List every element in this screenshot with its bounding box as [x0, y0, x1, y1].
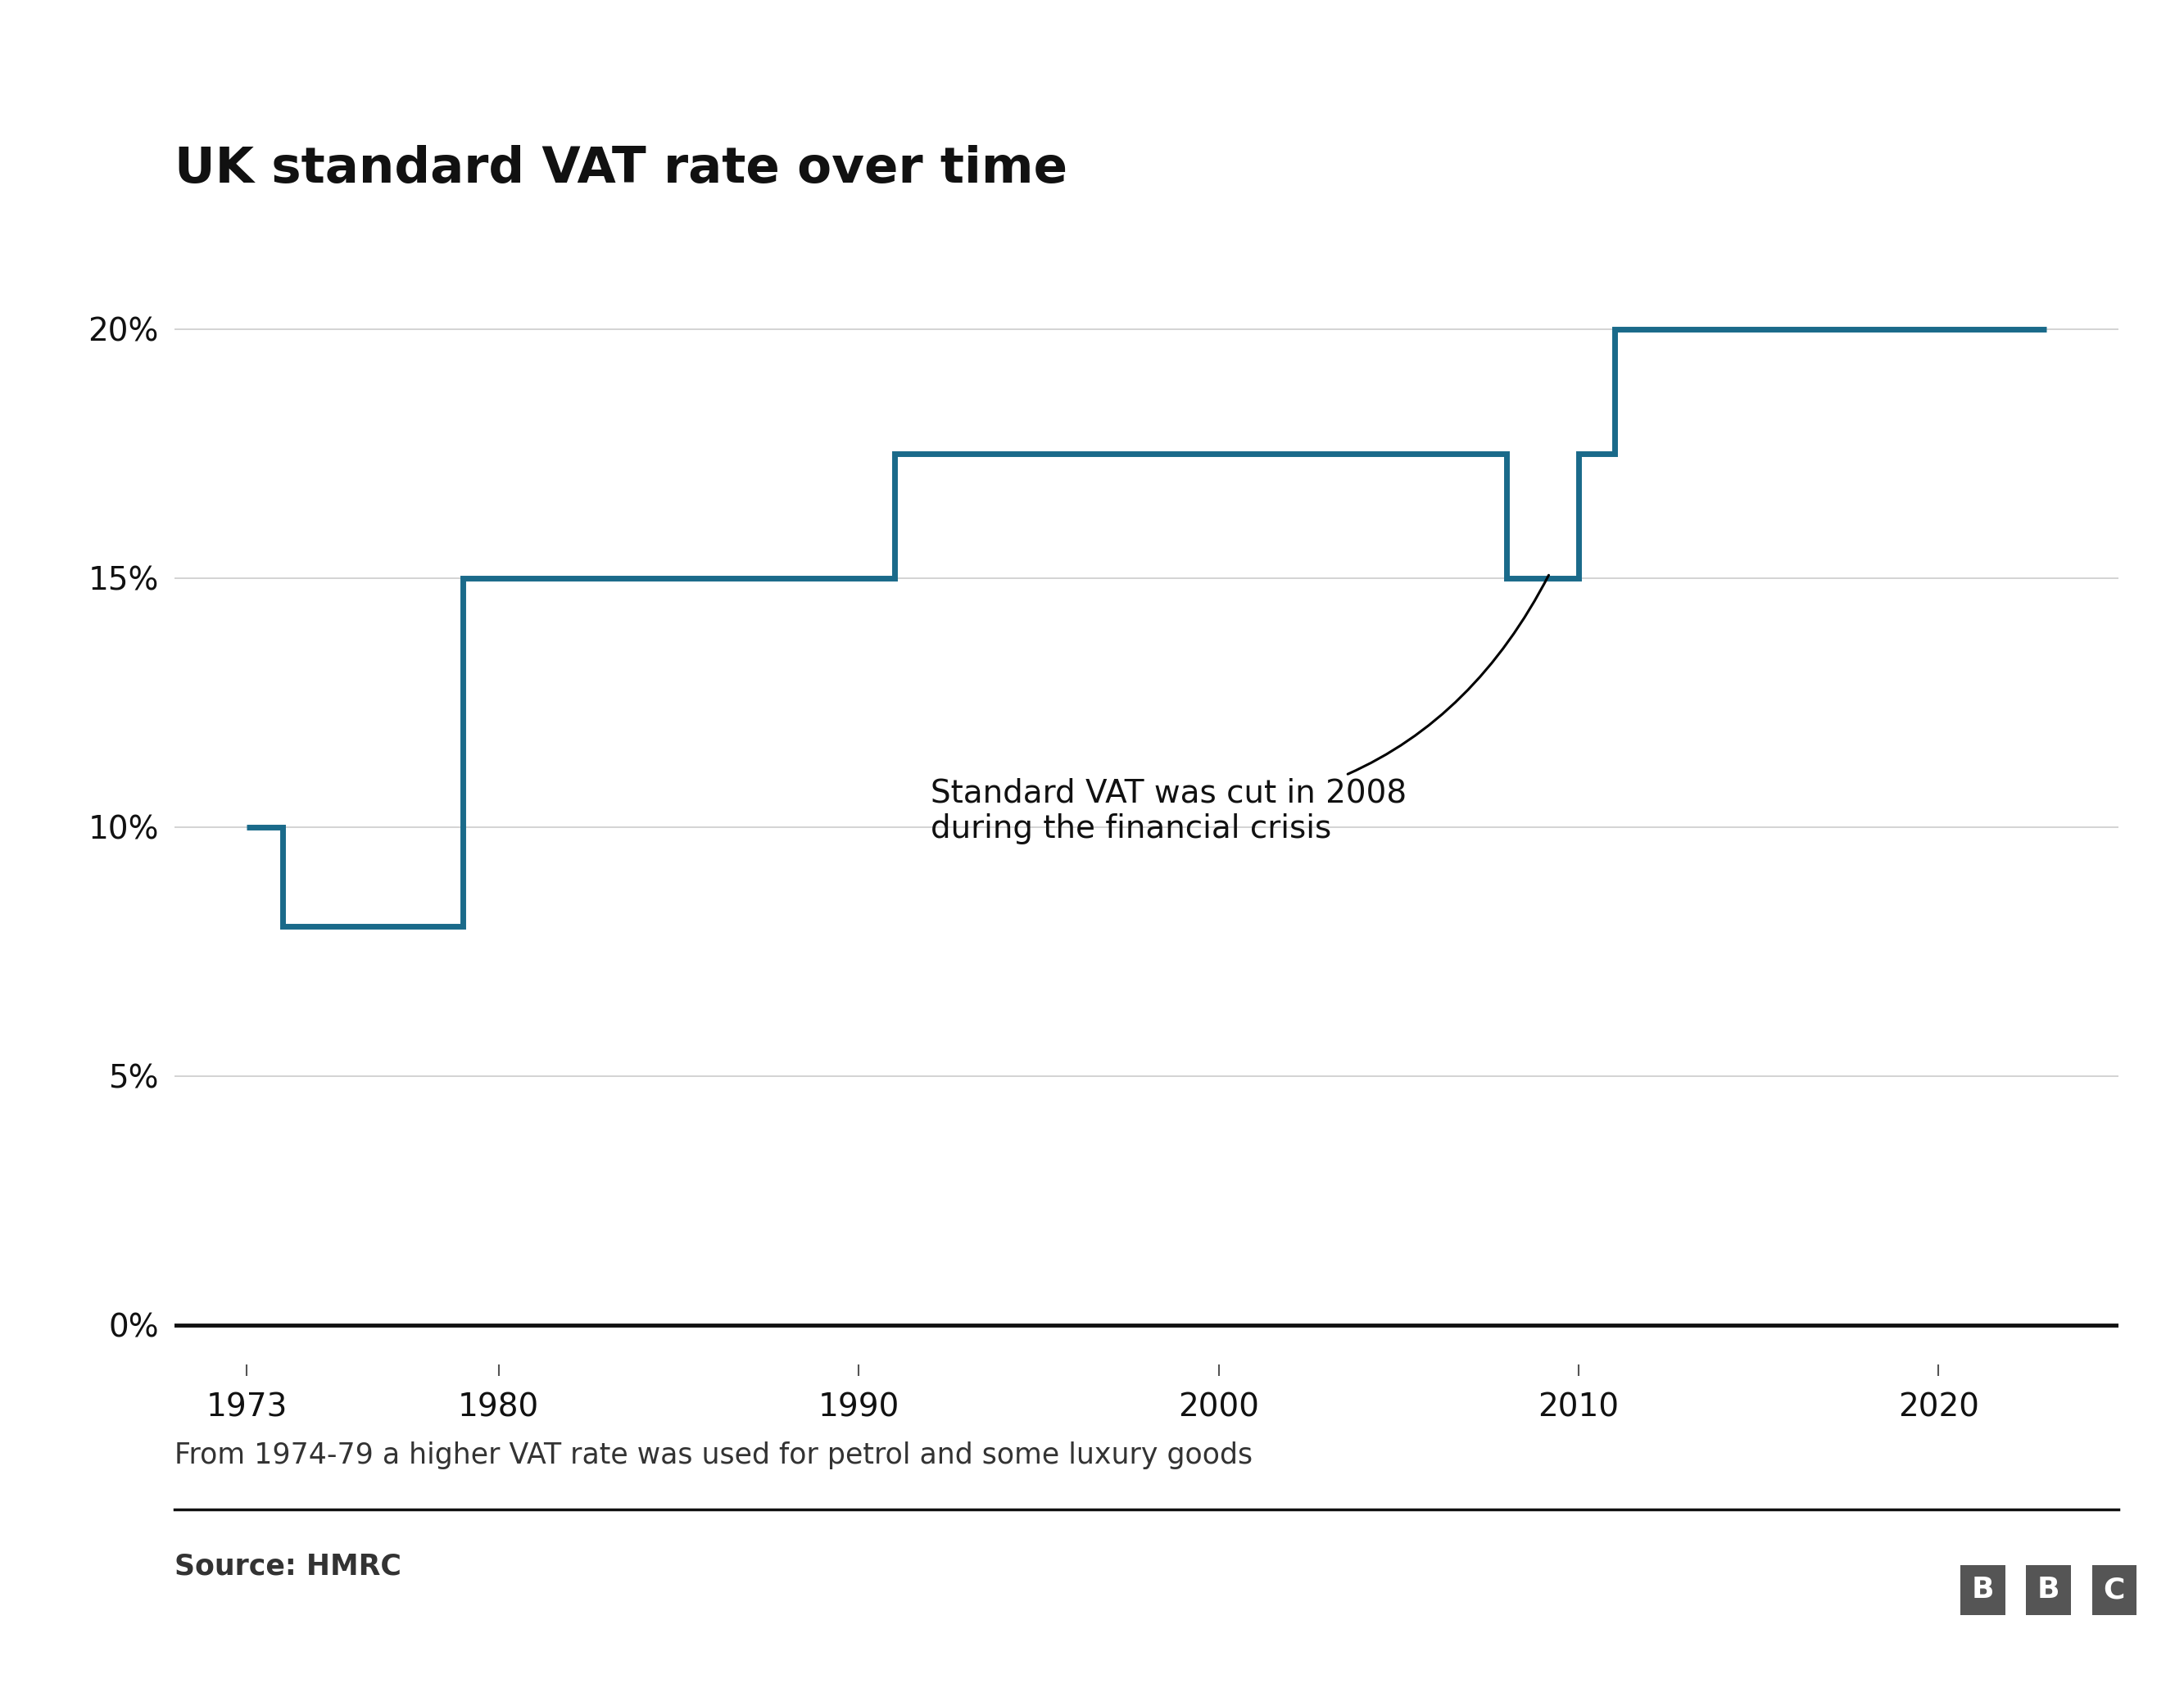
- Text: Source: HMRC: Source: HMRC: [175, 1552, 402, 1580]
- Text: B: B: [1972, 1576, 1994, 1604]
- Text: From 1974-79 a higher VAT rate was used for petrol and some luxury goods: From 1974-79 a higher VAT rate was used …: [175, 1442, 1254, 1469]
- Text: C: C: [2103, 1576, 2125, 1604]
- Text: B: B: [2038, 1576, 2060, 1604]
- Text: UK standard VAT rate over time: UK standard VAT rate over time: [175, 145, 1068, 193]
- Text: Standard VAT was cut in 2008
during the financial crisis: Standard VAT was cut in 2008 during the …: [930, 575, 1548, 844]
